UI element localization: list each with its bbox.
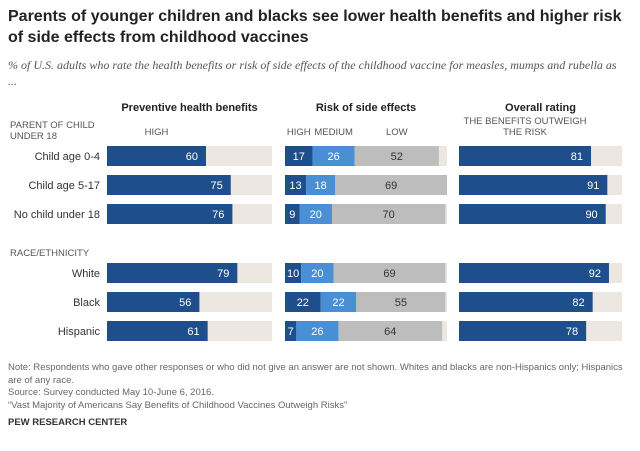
bar bbox=[107, 146, 206, 166]
value-label: 7 bbox=[288, 326, 294, 338]
value-label: 9 bbox=[289, 209, 295, 221]
value-label: 92 bbox=[589, 268, 601, 280]
bar bbox=[107, 321, 208, 341]
bar bbox=[354, 146, 439, 166]
note: Note: Respondents who gave other respons… bbox=[8, 362, 623, 386]
value-label: 20 bbox=[310, 209, 322, 221]
bar bbox=[459, 263, 609, 283]
bar bbox=[285, 321, 297, 341]
bar bbox=[285, 204, 300, 224]
bar bbox=[459, 321, 587, 341]
value-label: 13 bbox=[289, 180, 301, 192]
value-label: 69 bbox=[385, 180, 397, 192]
value-label: 18 bbox=[315, 180, 327, 192]
category-label: White bbox=[72, 268, 100, 280]
value-label: 60 bbox=[186, 151, 198, 163]
bar bbox=[285, 175, 307, 195]
bar bbox=[338, 321, 443, 341]
value-label: 26 bbox=[311, 326, 323, 338]
category-label: Child age 0-4 bbox=[35, 151, 100, 163]
bar bbox=[312, 146, 355, 166]
legend-label: HIGH bbox=[145, 127, 169, 138]
value-label: 26 bbox=[327, 151, 339, 163]
category-label: Hispanic bbox=[58, 326, 101, 338]
value-label: 22 bbox=[332, 297, 344, 309]
chart-title: Parents of younger children and blacks s… bbox=[8, 8, 622, 46]
legend-label: HIGH bbox=[287, 127, 311, 138]
legend-label: MEDIUM bbox=[314, 127, 353, 138]
category-label: No child under 18 bbox=[14, 209, 100, 221]
value-label: 22 bbox=[297, 297, 309, 309]
panel-title: Risk of side effects bbox=[316, 102, 416, 114]
value-label: 61 bbox=[187, 326, 199, 338]
bar bbox=[459, 292, 593, 312]
bar bbox=[306, 175, 336, 195]
value-label: 17 bbox=[293, 151, 305, 163]
value-label: 91 bbox=[587, 180, 599, 192]
bar bbox=[107, 263, 238, 283]
bar bbox=[107, 204, 233, 224]
bar bbox=[285, 263, 302, 283]
bar bbox=[356, 292, 446, 312]
value-label: 52 bbox=[391, 151, 403, 163]
value-label: 78 bbox=[566, 326, 578, 338]
value-label: 55 bbox=[395, 297, 407, 309]
group-label: RACE/ETHNICITY bbox=[10, 248, 90, 259]
bar bbox=[333, 263, 446, 283]
notes: Note: Respondents who gave other respons… bbox=[8, 362, 633, 430]
bar bbox=[320, 292, 357, 312]
panel-title: Preventive health benefits bbox=[121, 102, 257, 114]
source-org: PEW RESEARCH CENTER bbox=[8, 417, 128, 428]
value-label: 10 bbox=[287, 268, 299, 280]
value-label: 56 bbox=[179, 297, 191, 309]
source: Source: Survey conducted May 10-June 6, … bbox=[8, 387, 214, 398]
chart-subtitle: % of U.S. adults who rate the health ben… bbox=[8, 58, 617, 88]
report-title: “Vast Majority of Americans Say Benefits… bbox=[8, 399, 348, 411]
legend-label: THE BENEFITS OUTWEIGH THE RISK bbox=[464, 116, 587, 138]
value-label: 79 bbox=[217, 268, 229, 280]
value-label: 81 bbox=[571, 151, 583, 163]
value-label: 20 bbox=[311, 268, 323, 280]
category-label: Child age 5-17 bbox=[28, 180, 100, 192]
category-label: Black bbox=[73, 297, 100, 309]
bar bbox=[335, 175, 447, 195]
bar bbox=[331, 204, 446, 224]
value-label: 82 bbox=[572, 297, 584, 309]
bar bbox=[459, 175, 608, 195]
chart: PARENT OF CHILD UNDER 18 Child age 0-4 Chil… bbox=[10, 102, 622, 341]
value-label: 76 bbox=[212, 209, 224, 221]
bar bbox=[459, 146, 592, 166]
panel-title: Overall rating bbox=[505, 102, 576, 114]
group-label: PARENT OF CHILD UNDER 18 bbox=[10, 120, 95, 142]
legend-label: LOW bbox=[386, 127, 408, 138]
bar bbox=[301, 263, 334, 283]
value-label: 70 bbox=[383, 209, 395, 221]
bar bbox=[107, 292, 200, 312]
bar bbox=[296, 321, 339, 341]
value-label: 69 bbox=[383, 268, 395, 280]
bar bbox=[459, 204, 606, 224]
value-label: 64 bbox=[384, 326, 396, 338]
value-label: 90 bbox=[585, 209, 597, 221]
bar bbox=[299, 204, 332, 224]
bar bbox=[285, 292, 321, 312]
value-label: 75 bbox=[211, 180, 223, 192]
bar bbox=[285, 146, 313, 166]
bar bbox=[107, 175, 231, 195]
